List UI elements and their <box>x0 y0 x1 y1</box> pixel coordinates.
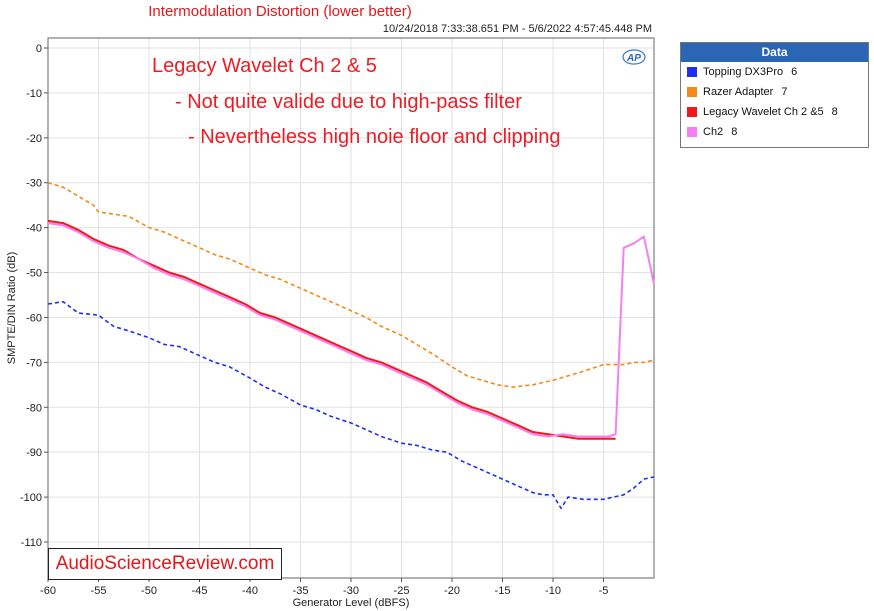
x-tick-label: -60 <box>40 585 56 597</box>
annotation-text: Legacy Wavelet Ch 2 & 5 <box>152 55 377 77</box>
y-tick-label: -90 <box>26 447 42 459</box>
x-tick-label: -40 <box>242 585 258 597</box>
ap-logo-ring <box>622 49 646 65</box>
legend-number: 8 <box>831 106 838 118</box>
legend-swatch <box>687 87 697 97</box>
legend-title: Data <box>681 43 868 62</box>
legend-swatch <box>687 67 697 77</box>
y-tick-label: -60 <box>26 312 42 324</box>
plot-border <box>47 37 655 579</box>
legend-number: 6 <box>791 66 798 78</box>
legend-item: Ch2 8 <box>681 122 868 142</box>
y-tick-label: -30 <box>26 178 42 190</box>
series-line <box>47 181 655 388</box>
series-line <box>47 222 655 438</box>
chart-title: Intermodulation Distortion (lower better… <box>148 3 412 20</box>
x-tick-label: -10 <box>545 585 561 597</box>
legend: Data Topping DX3Pro 6 Razer Adapter 7 Lega… <box>680 42 869 148</box>
x-tick-label: -15 <box>495 585 511 597</box>
annotation-text: - Nevertheless high noie floor and clipp… <box>188 126 560 148</box>
y-tick-label: -80 <box>26 402 42 414</box>
x-tick-label: -25 <box>394 585 410 597</box>
legend-label: Razer Adapter <box>703 86 774 98</box>
x-tick-label: -35 <box>293 585 309 597</box>
y-tick-label: 0 <box>36 43 42 55</box>
watermark: AudioScienceReview.com <box>48 548 282 580</box>
x-tick-label: -30 <box>343 585 359 597</box>
y-tick-label: -40 <box>26 223 42 235</box>
ap-logo-text: AP <box>626 53 641 64</box>
x-tick-label: -20 <box>444 585 460 597</box>
legend-number: 7 <box>781 86 788 98</box>
x-tick-label: -55 <box>91 585 107 597</box>
legend-swatch <box>687 107 697 117</box>
x-tick-label: -45 <box>192 585 208 597</box>
y-tick-label: -20 <box>26 133 42 145</box>
chart-subtitle: 10/24/2018 7:33:38.651 PM - 5/6/2022 4:5… <box>382 23 652 35</box>
legend-swatch <box>687 127 697 137</box>
y-tick-label: -110 <box>21 537 42 549</box>
legend-label: Ch2 <box>703 126 724 138</box>
y-axis-label: SMPTE/DIN Ratio (dB) <box>6 252 18 364</box>
legend-number: 8 <box>731 126 738 138</box>
series-line <box>47 300 655 510</box>
x-tick-label: -5 <box>599 585 609 597</box>
annotation-text: - Not quite valide due to high-pass filt… <box>175 91 522 113</box>
y-tick-label: -50 <box>26 268 42 280</box>
y-tick-label: -100 <box>20 492 42 504</box>
legend-item: Topping DX3Pro 6 <box>681 62 868 82</box>
y-tick-label: -10 <box>26 88 42 100</box>
x-axis-label: Generator Level (dBFS) <box>293 597 410 609</box>
legend-item: Legacy Wavelet Ch 2 &5 8 <box>681 102 868 122</box>
x-tick-label: -50 <box>141 585 157 597</box>
legend-label: Legacy Wavelet Ch 2 &5 <box>703 106 824 118</box>
legend-item: Razer Adapter 7 <box>681 82 868 102</box>
legend-label: Topping DX3Pro <box>703 66 784 78</box>
y-tick-label: -70 <box>26 357 42 369</box>
